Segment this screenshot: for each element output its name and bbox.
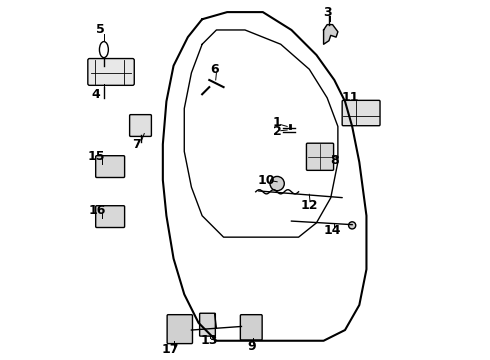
Text: 8: 8 [331,154,340,167]
FancyBboxPatch shape [96,156,124,177]
Text: 14: 14 [324,224,341,237]
FancyBboxPatch shape [88,59,134,85]
Circle shape [270,176,284,191]
FancyBboxPatch shape [167,315,193,343]
FancyBboxPatch shape [199,313,215,336]
Text: 12: 12 [300,198,318,212]
Text: 3: 3 [323,6,331,19]
Circle shape [348,222,356,229]
Text: 11: 11 [342,91,359,104]
Text: 17: 17 [161,343,179,356]
FancyBboxPatch shape [96,206,124,228]
FancyBboxPatch shape [306,143,334,170]
Text: 10: 10 [258,174,275,186]
Polygon shape [323,24,338,44]
Text: 5: 5 [96,23,105,36]
FancyBboxPatch shape [130,114,151,136]
FancyBboxPatch shape [342,100,380,126]
Text: 2: 2 [273,125,282,138]
Text: 15: 15 [88,150,105,163]
Text: 1: 1 [273,116,282,129]
FancyBboxPatch shape [241,315,262,340]
Text: 16: 16 [88,204,105,217]
Text: 9: 9 [248,339,256,352]
Text: 13: 13 [200,334,218,347]
Text: 4: 4 [91,88,100,101]
Text: 7: 7 [132,138,141,151]
Text: 6: 6 [210,63,219,76]
